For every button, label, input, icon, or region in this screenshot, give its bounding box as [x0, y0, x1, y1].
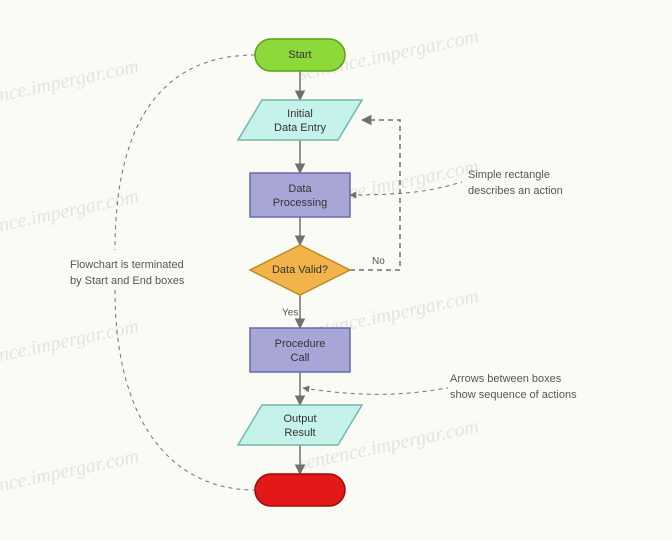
- annot-arrows-line1: Arrows between boxes: [450, 373, 562, 385]
- annot-terminated-line1: Flowchart is terminated: [70, 259, 184, 271]
- flowchart-canvas: sentence.impergar.comsentence.impergar.c…: [0, 0, 672, 540]
- processing-label2: Processing: [273, 197, 327, 209]
- nodes-layer: StartInitialData EntryDataProcessingData…: [238, 39, 362, 506]
- node-proc_call: Procedure Call: [250, 328, 350, 372]
- node-processing: Data Processing: [250, 173, 350, 217]
- proc_call-shape: [250, 328, 350, 372]
- initial-label1: Initial: [287, 108, 313, 120]
- edge-label-no: No: [372, 256, 385, 267]
- processing-label1: Data: [288, 183, 312, 195]
- output-label1: Output: [283, 413, 316, 425]
- annot-rectangle-line2: describes an action: [468, 185, 563, 197]
- proc_call-label1: Procedure: [275, 338, 326, 350]
- edge-label-yes: Yes: [282, 308, 298, 319]
- annot-arrows-line2: show sequence of actions: [450, 389, 577, 401]
- decision-label: Data Valid?: [272, 264, 328, 276]
- annot-terminated-line2: by Start and End boxes: [70, 275, 185, 287]
- annot-rectangle-line1: Simple rectangle: [468, 169, 550, 181]
- output-label2: Result: [284, 427, 315, 439]
- processing-shape: [250, 173, 350, 217]
- end-shape: [255, 474, 345, 506]
- start-label: Start: [288, 49, 311, 61]
- proc_call-label2: Call: [291, 352, 310, 364]
- node-start: Start: [255, 39, 345, 71]
- initial-label2: Data Entry: [274, 122, 326, 134]
- node-end: [255, 474, 345, 506]
